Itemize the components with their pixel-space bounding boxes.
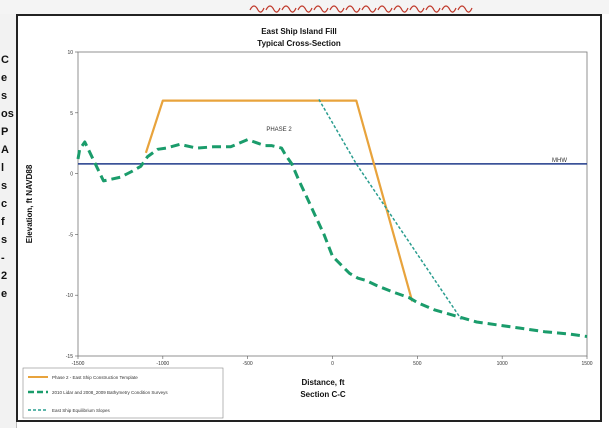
top-strip-ink [249,5,473,13]
left-partial-letter: e [1,288,8,300]
chart-frame: East Ship Island Fill Typical Cross-Sect… [16,14,602,422]
x-axis-ticks: -1500 -1000 -500 0 500 1000 1500 [72,356,593,367]
red-ink-mark [313,5,329,13]
chart-legend: Phase 2 - East Ship Construction Templat… [22,367,224,419]
series-line-0 [144,99,414,302]
y-tick-label: -15 [66,354,73,360]
x-tick-label: 1000 [497,361,508,367]
left-partial-letter: 2 [1,270,8,282]
red-ink-mark [441,5,457,13]
legend-item-equilibrium-slopes: East Ship Equilibrium Slopes [28,408,111,413]
left-partial-letter: s [1,234,8,246]
mhw-label: MHW [552,158,567,164]
chart-title: East Ship Island Fill [261,27,337,36]
y-tick-label: 0 [70,172,73,178]
red-ink-mark [329,5,345,13]
legend-label-condition-surveys: 2010 Lidar and 2008_2009 Bathymetry Cond… [52,390,168,395]
left-partial-letter: s [1,180,8,192]
legend-item-condition-surveys: 2010 Lidar and 2008_2009 Bathymetry Cond… [28,390,168,395]
phase-2-annotation: PHASE 2 [266,127,292,133]
x-tick-label: 0 [331,361,334,367]
left-partial-letter: - [1,252,5,264]
y-axis-title: Elevation, ft NAVD88 [25,164,34,243]
left-partial-letter: f [1,216,5,228]
x-axis-title: Distance, ft [301,378,344,387]
y-axis-ticks: -15 -10 -5 0 5 10 [66,50,78,360]
red-ink-mark [345,5,361,13]
red-ink-mark [377,5,393,13]
left-partial-letter: l [1,162,5,174]
legend-label-equilibrium-slopes: East Ship Equilibrium Slopes [52,408,111,413]
series-line-1 [76,138,588,338]
x-tick-label: -1500 [72,361,85,367]
chart-svg: East Ship Island Fill Typical Cross-Sect… [22,27,593,419]
red-ink-mark [425,5,441,13]
chart-subtitle: Typical Cross-Section [257,39,341,48]
red-ink-mark [249,5,265,13]
left-partial-letter: A [1,144,9,156]
red-ink-mark [409,5,425,13]
red-ink-mark [393,5,409,13]
legend-item-construction-template: Phase 2 - East Ship Construction Templat… [28,375,138,380]
red-ink-marks [249,5,473,13]
y-tick-label: 5 [70,111,73,117]
x-tick-label: -500 [243,361,253,367]
y-tick-label: -5 [69,232,74,238]
left-partial-letter: os [1,108,14,120]
top-strip-partial [0,0,609,14]
legend-box [22,367,224,419]
x-axis-subtitle: Section C-C [300,390,346,399]
red-ink-mark [297,5,313,13]
red-ink-mark [361,5,377,13]
x-tick-label: 500 [413,361,422,367]
red-ink-mark [281,5,297,13]
left-partial-letter: C [1,54,9,66]
left-partial-letter: e [1,72,8,84]
x-tick-label: -1000 [156,361,169,367]
series-group [76,99,588,338]
red-ink-mark [265,5,281,13]
legend-label-construction-template: Phase 2 - East Ship Construction Templat… [52,375,138,380]
y-tick-label: 10 [67,50,73,56]
red-ink-mark [457,5,473,13]
x-tick-label: 1500 [581,361,592,367]
plot-area [77,51,588,357]
left-partial-letter: s [1,90,8,102]
y-tick-label: -10 [66,293,73,299]
series-line-2 [318,99,463,320]
left-partial-letter: P [1,126,9,138]
left-partial-letter: c [1,198,8,210]
